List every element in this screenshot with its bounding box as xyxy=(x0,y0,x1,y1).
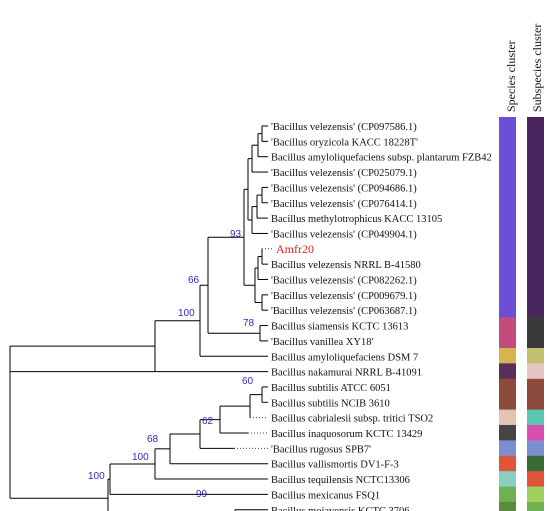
taxon-label-t11: 'Bacillus velezensis' (CP082262.1) xyxy=(271,276,417,287)
taxon-label-t7: Bacillus methylotrophicus KACC 13105 xyxy=(271,214,442,225)
bootstrap-99: 99 xyxy=(196,489,208,500)
bootstrap-values: 93 66 100 78 60 62 68 100 100 99 xyxy=(88,229,255,500)
bootstrap-66: 66 xyxy=(188,275,200,286)
leader-lines xyxy=(234,248,272,449)
subspecies-cluster-cell xyxy=(527,378,544,395)
species-cluster-cell xyxy=(499,163,516,180)
species-cluster-cell xyxy=(499,332,516,349)
species-cluster-cell xyxy=(499,147,516,164)
subspecies-cluster-cell xyxy=(527,301,544,318)
taxon-label-t1: 'Bacillus velezensis' (CP097586.1) xyxy=(271,122,417,133)
taxon-label-t6: 'Bacillus velezensis' (CP076414.1) xyxy=(271,199,417,210)
taxon-label-t14: Bacillus siamensis KCTC 13613 xyxy=(271,322,408,333)
species-cluster-title: Species cluster xyxy=(504,40,518,112)
subspecies-cluster-cell xyxy=(527,255,544,272)
taxon-label-t20: Bacillus cabrialesii subsp. tritici TSO2 xyxy=(271,414,433,425)
species-cluster-cell xyxy=(499,240,516,257)
species-cluster-cell xyxy=(499,270,516,287)
taxon-label-t8: 'Bacillus velezensis' (CP049904.1) xyxy=(271,229,417,240)
taxon-label-t12: 'Bacillus velezensis' (CP009679.1) xyxy=(271,291,417,302)
subspecies-cluster-cell xyxy=(527,363,544,380)
species-cluster-cell xyxy=(499,317,516,334)
taxon-label-t5: 'Bacillus velezensis' (CP094686.1) xyxy=(271,183,417,194)
species-cluster-cell xyxy=(499,132,516,149)
species-cluster-cell xyxy=(499,193,516,210)
taxon-label-t16: Bacillus amyloliquefaciens DSM 7 xyxy=(271,352,418,363)
subspecies-cluster-cell xyxy=(527,286,544,303)
bootstrap-62: 62 xyxy=(202,416,214,427)
cluster-bars xyxy=(499,117,544,511)
subspecies-cluster-cell xyxy=(527,317,544,334)
species-cluster-cell xyxy=(499,224,516,241)
species-cluster-cell xyxy=(499,394,516,411)
tree-branches xyxy=(9,125,268,511)
taxon-label-t24: Bacillus tequilensis NCTC13306 xyxy=(271,475,410,486)
species-cluster-cell xyxy=(499,209,516,226)
subspecies-cluster-cell xyxy=(527,193,544,210)
taxon-label-t2: 'Bacillus oryzicola KACC 18228T' xyxy=(271,137,418,148)
taxon-label-t3: Bacillus amyloliquefaciens subsp. planta… xyxy=(271,153,492,164)
taxon-label-t18: Bacillus subtilis ATCC 6051 xyxy=(271,383,391,394)
bootstrap-68: 68 xyxy=(147,434,159,445)
species-cluster-cell xyxy=(499,255,516,272)
subspecies-cluster-cell xyxy=(527,178,544,195)
subspecies-cluster-cell xyxy=(527,455,544,472)
species-cluster-cell xyxy=(499,424,516,441)
taxon-label-t17: Bacillus nakamurai NRRL B-41091 xyxy=(271,368,422,379)
subspecies-cluster-cell xyxy=(527,147,544,164)
subspecies-cluster-cell xyxy=(527,471,544,488)
species-cluster-cell xyxy=(499,409,516,426)
bootstrap-60: 60 xyxy=(242,376,254,387)
taxon-label-t9: Amfr20 xyxy=(276,242,314,256)
subspecies-cluster-title: Subspecies cluster xyxy=(530,24,544,112)
subspecies-cluster-cell xyxy=(527,240,544,257)
species-cluster-cell xyxy=(499,347,516,364)
subspecies-cluster-cell xyxy=(527,486,544,503)
subspecies-cluster-cell xyxy=(527,409,544,426)
taxon-label-t23: Bacillus vallismortis DV1-F-3 xyxy=(271,460,399,471)
subspecies-cluster-cell xyxy=(527,424,544,441)
bootstrap-100-siamensis: 100 xyxy=(178,308,195,319)
bootstrap-100-root: 100 xyxy=(88,471,105,482)
species-cluster-cell xyxy=(499,378,516,395)
species-cluster-cell xyxy=(499,286,516,303)
taxon-label-t4: 'Bacillus velezensis' (CP025079.1) xyxy=(271,168,417,179)
taxon-label-t22: 'Bacillus rugosus SPB7' xyxy=(271,444,371,455)
taxon-label-t15: 'Bacillus vanillea XY18' xyxy=(271,337,373,348)
taxon-label-t25: Bacillus mexicanus FSQ1 xyxy=(271,490,380,501)
taxon-label-t21: Bacillus inaquosorum KCTC 13429 xyxy=(271,429,422,440)
species-cluster-cell xyxy=(499,363,516,380)
subspecies-cluster-cell xyxy=(527,394,544,411)
species-cluster-cell xyxy=(499,301,516,318)
species-cluster-cell xyxy=(499,178,516,195)
taxon-label-t19: Bacillus subtilis NCIB 3610 xyxy=(271,398,390,409)
species-cluster-cell xyxy=(499,501,516,511)
subspecies-cluster-cell xyxy=(527,209,544,226)
species-cluster-cell xyxy=(499,117,516,133)
subspecies-cluster-cell xyxy=(527,501,544,511)
taxon-label-t13: 'Bacillus velezensis' (CP063687.1) xyxy=(271,306,417,317)
bootstrap-78: 78 xyxy=(243,318,255,329)
subspecies-cluster-cell xyxy=(527,270,544,287)
taxon-labels: 'Bacillus velezensis' (CP097586.1) 'Bacil… xyxy=(271,122,492,511)
subspecies-cluster-cell xyxy=(527,163,544,180)
subspecies-cluster-cell xyxy=(527,440,544,457)
species-cluster-cell xyxy=(499,455,516,472)
subspecies-cluster-cell xyxy=(527,132,544,149)
subspecies-cluster-cell xyxy=(527,117,544,133)
species-cluster-cell xyxy=(499,471,516,488)
species-cluster-cell xyxy=(499,486,516,503)
subspecies-cluster-cell xyxy=(527,347,544,364)
bootstrap-93: 93 xyxy=(230,229,242,240)
taxon-label-t10: Bacillus velezensis NRRL B-41580 xyxy=(271,260,421,271)
subspecies-cluster-cell xyxy=(527,224,544,241)
taxon-label-t26: Bacillus mojavensis KCTC 3706 xyxy=(271,506,410,511)
bootstrap-100-tequilensis: 100 xyxy=(132,452,149,463)
subspecies-cluster-cell xyxy=(527,332,544,349)
species-cluster-cell xyxy=(499,440,516,457)
